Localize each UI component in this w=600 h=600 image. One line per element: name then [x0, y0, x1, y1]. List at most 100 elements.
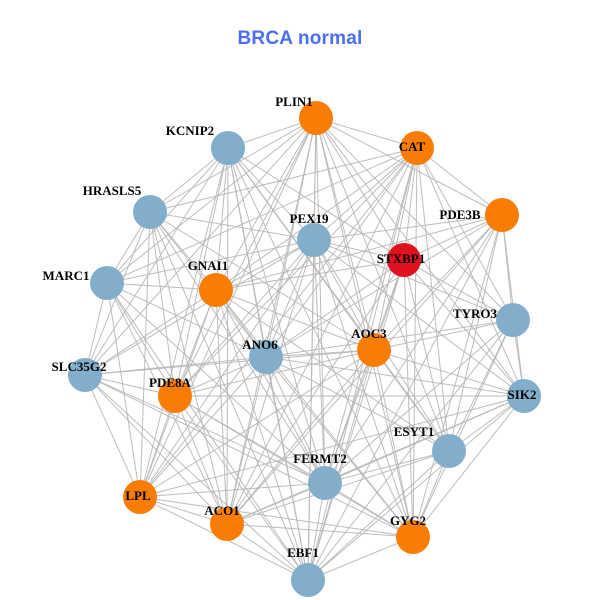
- graph-edge: [313, 147, 418, 241]
- graph-edge: [227, 147, 315, 241]
- graph-edge: [226, 117, 317, 525]
- graph-edge: [174, 349, 375, 397]
- graph-node-label-kcnip2: KCNIP2: [166, 123, 214, 138]
- graph-node-marc1[interactable]: [90, 266, 124, 300]
- graph-node-label-ano6: ANO6: [242, 337, 278, 352]
- graph-edge: [139, 395, 176, 498]
- graph-node-cat[interactable]: [400, 131, 434, 165]
- graph-node-label-slc35g2: SLC35G2: [52, 359, 107, 374]
- graph-edge: [373, 319, 514, 351]
- graph-edge: [215, 147, 229, 291]
- graph-node-label-pde3b: PDE3B: [439, 207, 481, 222]
- graph-node-plin1[interactable]: [299, 101, 333, 135]
- graph-edge: [84, 289, 217, 376]
- graph-edge: [174, 147, 418, 397]
- graph-edge: [139, 395, 525, 498]
- graph-edge: [226, 147, 418, 525]
- graph-edge: [315, 117, 375, 351]
- graph-node-slc35g2[interactable]: [68, 358, 102, 392]
- graph-edge: [139, 211, 151, 498]
- graph-node-label-esyt1: ESYT1: [394, 424, 434, 439]
- graph-edge: [149, 211, 176, 397]
- graph-edge: [106, 282, 141, 498]
- graph-node-esyt1[interactable]: [432, 434, 466, 468]
- graph-edge: [416, 147, 450, 452]
- graph-edge: [416, 147, 503, 216]
- graph-edge: [84, 117, 317, 376]
- graph-node-stxbp1[interactable]: [387, 243, 421, 277]
- graph-edge: [149, 211, 375, 351]
- page-title: BRCA normal: [237, 28, 363, 49]
- graph-edge: [307, 319, 514, 581]
- graph-node-aco1[interactable]: [210, 507, 244, 541]
- graph-node-label-ebf1: EBF1: [287, 545, 319, 560]
- graph-node-label-cat: CAT: [399, 139, 426, 154]
- graph-edge: [416, 147, 525, 397]
- graph-node-lpl[interactable]: [123, 480, 157, 514]
- graph-edge: [373, 349, 525, 397]
- graph-edge: [315, 117, 514, 321]
- graph-edge: [373, 214, 503, 351]
- graph-node-label-sik2: SIK2: [508, 387, 537, 402]
- graph-edge: [226, 356, 267, 525]
- graph-edge: [324, 482, 414, 538]
- graph-node-pex19[interactable]: [297, 223, 331, 257]
- graph-node-gnai1[interactable]: [199, 273, 233, 307]
- graph-edge: [412, 147, 418, 538]
- graph-edge: [226, 259, 405, 525]
- graph-edge: [149, 211, 326, 484]
- graph-node-ebf1[interactable]: [291, 563, 325, 597]
- graph-node-sik2[interactable]: [507, 379, 541, 413]
- graph-node-label-marc1: MARC1: [43, 268, 90, 283]
- graph-edge: [106, 282, 176, 397]
- graph-edge: [215, 239, 315, 291]
- graph-node-fermt2[interactable]: [308, 466, 342, 500]
- graph-edge: [149, 147, 418, 213]
- graph-edge: [226, 214, 503, 525]
- graph-edge: [403, 259, 414, 538]
- graph-node-gyg2[interactable]: [396, 520, 430, 554]
- graph-node-ano6[interactable]: [249, 340, 283, 374]
- graph-node-tyro3[interactable]: [496, 303, 530, 337]
- graph-node-hrasls5[interactable]: [133, 195, 167, 229]
- graph-edge: [315, 117, 503, 216]
- graph-edge: [174, 117, 317, 397]
- graph-edge: [315, 117, 418, 149]
- graph-node-label-pde8a: PDE8A: [149, 375, 192, 390]
- graph-node-label-stxbp1: STXBP1: [377, 251, 425, 266]
- edges-layer: [84, 117, 525, 581]
- graph-edge: [307, 395, 525, 581]
- graph-edge: [149, 211, 315, 241]
- graph-edge: [313, 239, 375, 351]
- graph-edge: [448, 319, 514, 452]
- graph-edge: [84, 239, 315, 376]
- graph-node-kcnip2[interactable]: [211, 131, 245, 165]
- graph-edge: [139, 349, 375, 498]
- graph-edge: [84, 349, 375, 376]
- graph-edge: [265, 319, 514, 358]
- graph-edge: [215, 289, 326, 484]
- labels-layer: PLIN1 KCNIP2 CAT HRASLS5 PDE3B PEX19 GNAI1 STXB…: [43, 94, 537, 560]
- graph-edge: [84, 374, 414, 538]
- graph-node-pde3b[interactable]: [485, 198, 519, 232]
- graph-edge: [84, 374, 141, 498]
- graph-edge: [106, 117, 317, 284]
- graph-edge: [265, 356, 450, 452]
- graph-node-aoc3[interactable]: [357, 333, 391, 367]
- graph-edge: [448, 214, 503, 452]
- graph-edge: [412, 395, 525, 538]
- graph-edge: [324, 214, 503, 484]
- graph-edge: [265, 259, 405, 358]
- graph-edge: [307, 536, 414, 581]
- graph-edge: [226, 482, 326, 525]
- graph-edge: [403, 214, 503, 261]
- graph-edge: [139, 496, 414, 538]
- graph-edge: [174, 147, 229, 397]
- graph-edge: [226, 349, 375, 525]
- graph-edge: [149, 211, 228, 525]
- graph-node-pde8a[interactable]: [158, 379, 192, 413]
- graph-edge: [307, 214, 503, 581]
- graph-edge: [313, 239, 514, 321]
- graph-edge: [324, 349, 375, 484]
